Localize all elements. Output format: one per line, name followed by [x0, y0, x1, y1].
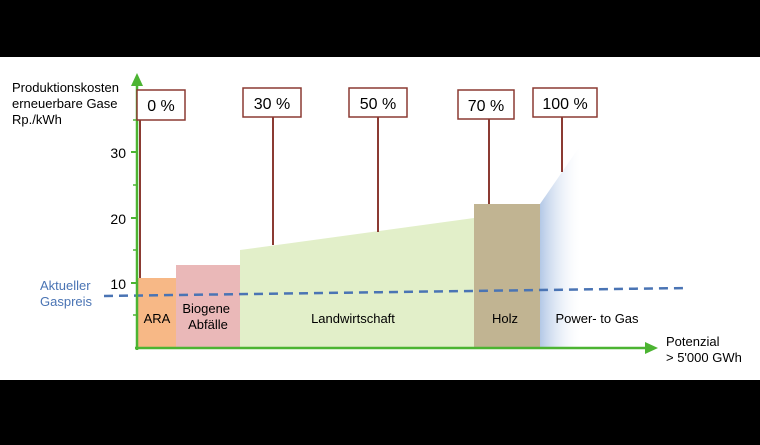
x-axis-title-line-2: > 5'000 GWh	[666, 350, 742, 365]
gas-price-label: Aktueller Gaspreis	[40, 278, 94, 309]
marker-box-70	[457, 89, 515, 120]
marker-label-100: 100 %	[542, 96, 587, 113]
segment-power-to-gas	[540, 146, 580, 348]
y-tick-label-30: 30	[110, 145, 126, 161]
y-tick-label-20: 20	[110, 211, 126, 227]
marker-label-30: 30 %	[254, 96, 290, 113]
marker-label-50: 50 %	[360, 96, 396, 113]
x-axis-title: Potenzial > 5'000 GWh	[666, 334, 742, 365]
gas-price-label-line-1: Aktueller	[40, 278, 91, 293]
marker-box-100	[532, 87, 598, 118]
marker-box-0	[136, 89, 186, 121]
y-axis-title-line-2: erneuerbare Gase	[12, 96, 118, 111]
segment-label-biogene-line-1: Biogene	[182, 301, 230, 316]
segment-label-landwirtschaft: Landwirtschaft	[311, 311, 395, 326]
marker-label-0: 0 %	[147, 98, 175, 115]
marker-box-50	[348, 87, 408, 118]
x-axis-title-line-1: Potenzial	[666, 334, 720, 349]
segment-landwirtschaft	[240, 218, 474, 348]
x-axis-arrowhead	[645, 342, 658, 354]
segment-holz	[474, 204, 540, 348]
y-tick-label-10: 10	[110, 276, 126, 292]
y-axis-title: Produktionskosten erneuerbare Gase Rp./k…	[12, 80, 123, 127]
segment-label-biogene-line-2: Abfälle	[188, 317, 228, 332]
segment-label-ara: ARA	[144, 311, 171, 326]
gas-price-label-line-2: Gaspreis	[40, 294, 93, 309]
segment-ara	[138, 278, 176, 348]
marker-box-30	[242, 87, 302, 118]
y-axis-title-line-3: Rp./kWh	[12, 112, 62, 127]
segment-label-holz: Holz	[492, 311, 518, 326]
segment-label-power-to-gas: Power- to Gas	[555, 311, 639, 326]
y-axis-arrowhead	[131, 73, 143, 86]
segment-biogene-abfaelle	[176, 265, 240, 348]
marker-label-70: 70 %	[468, 98, 504, 115]
y-axis-title-line-1: Produktionskosten	[12, 80, 119, 95]
segment-label-biogene: Biogene Abfälle	[182, 301, 233, 332]
gas-price-line	[103, 286, 689, 298]
